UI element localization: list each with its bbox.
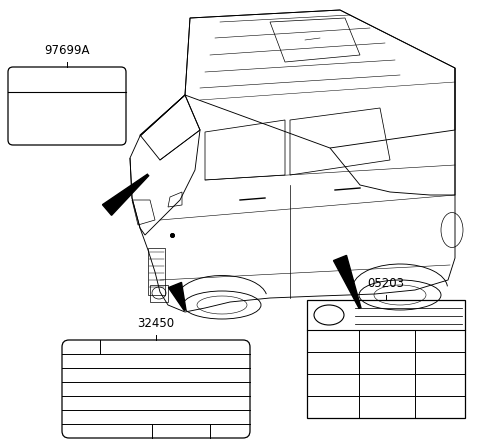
Text: 97699A: 97699A <box>44 44 90 57</box>
Polygon shape <box>102 174 149 215</box>
FancyBboxPatch shape <box>8 67 126 145</box>
FancyBboxPatch shape <box>62 340 250 438</box>
Text: 32450: 32450 <box>137 317 175 330</box>
Bar <box>307 300 465 418</box>
Polygon shape <box>334 255 361 308</box>
Polygon shape <box>168 283 186 310</box>
Text: 05203: 05203 <box>368 277 405 290</box>
